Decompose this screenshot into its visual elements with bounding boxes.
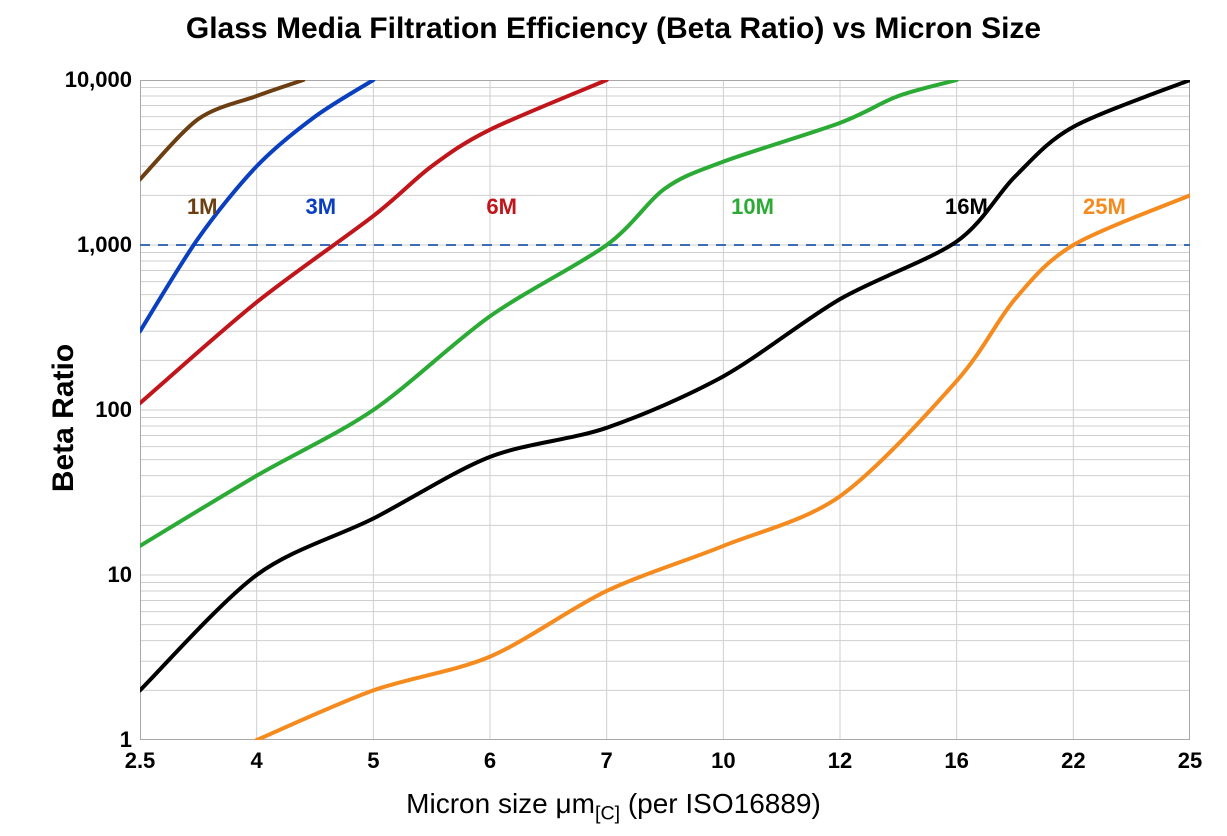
series-label-3m: 3M [306,194,337,220]
x-tick-label: 5 [367,740,379,774]
series-label-25m: 25M [1083,194,1126,220]
chart-container: Glass Media Filtration Efficiency (Beta … [0,0,1227,836]
x-tick-label: 25 [1178,740,1202,774]
x-tick-label: 16 [944,740,968,774]
y-tick-label: 10 [108,562,140,588]
chart-title: Glass Media Filtration Efficiency (Beta … [0,12,1227,46]
y-axis-title: Beta Ratio [47,344,81,492]
x-tick-label: 12 [828,740,852,774]
plot-svg [140,80,1190,740]
y-tick-label: 1,000 [77,232,140,258]
x-tick-label: 22 [1061,740,1085,774]
y-tick-label: 100 [95,397,140,423]
x-axis-title: Micron size μm[C] (per ISO16889) [0,788,1227,826]
series-label-1m: 1M [187,194,218,220]
series-label-6m: 6M [486,194,517,220]
x-tick-label: 2.5 [125,740,156,774]
x-tick-label: 6 [484,740,496,774]
series-label-16m: 16M [945,194,988,220]
y-tick-label: 10,000 [65,67,140,93]
series-label-10m: 10M [731,194,774,220]
x-tick-label: 7 [601,740,613,774]
x-tick-label: 4 [251,740,263,774]
plot-area: 1101001,00010,0002.5456710121622251M3M6M… [140,80,1190,740]
x-tick-label: 10 [711,740,735,774]
